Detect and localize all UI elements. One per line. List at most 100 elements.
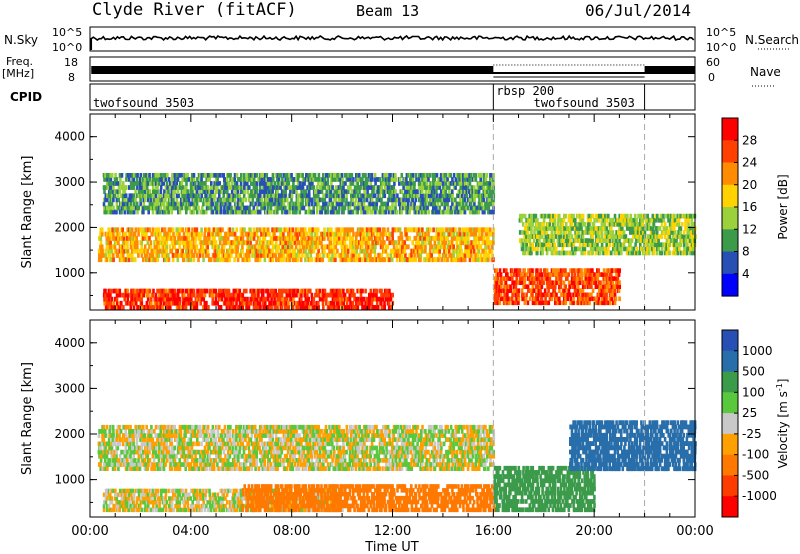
range-cell	[98, 252, 101, 258]
range-cell	[382, 296, 385, 302]
range-cell	[604, 288, 607, 293]
range-cell	[340, 201, 344, 207]
range-cell	[303, 181, 306, 186]
range-cell	[608, 276, 612, 281]
range-cell	[295, 201, 298, 207]
range-cell	[556, 238, 560, 243]
range-cell	[268, 300, 271, 306]
range-cell	[411, 177, 415, 182]
range-cell	[194, 235, 198, 241]
range-cell	[132, 177, 136, 182]
range-cell	[541, 230, 544, 235]
range-cell	[393, 197, 396, 203]
range-cell	[203, 197, 207, 203]
range-cell	[318, 235, 322, 241]
range-cell	[364, 193, 368, 199]
range-cell	[438, 248, 441, 254]
range-cell	[429, 181, 432, 186]
range-cell	[602, 238, 605, 243]
range-cell	[330, 181, 333, 186]
range-cell	[608, 238, 612, 243]
range-cell	[113, 177, 117, 182]
range-cell	[257, 209, 260, 215]
range-cell	[253, 244, 257, 250]
range-cell	[123, 257, 126, 263]
range-cell	[157, 244, 161, 250]
range-cell	[123, 197, 127, 203]
range-cell	[671, 238, 674, 243]
range-cell	[598, 292, 601, 298]
range-cell	[539, 213, 543, 219]
range-cell	[339, 300, 342, 306]
range-cell	[499, 292, 503, 298]
range-cell	[106, 181, 109, 186]
range-cell	[504, 276, 508, 281]
range-cell	[546, 292, 549, 298]
range-cell	[441, 244, 444, 250]
range-cell	[122, 235, 126, 241]
range-cell	[331, 205, 335, 211]
range-cell	[449, 227, 452, 233]
cpid-segment-label: rbsp 200	[496, 84, 554, 98]
range-cell	[567, 234, 571, 239]
range-cell	[266, 227, 270, 233]
range-cell	[473, 227, 476, 233]
range-cell	[593, 230, 596, 235]
range-cell	[616, 280, 620, 285]
range-cell	[390, 292, 393, 298]
range-cell	[342, 235, 346, 241]
range-cell	[117, 205, 120, 211]
range-cell	[556, 230, 560, 235]
range-cell	[136, 292, 139, 298]
range-cell	[359, 231, 363, 237]
range-cell	[599, 284, 602, 289]
range-cell	[366, 248, 369, 254]
range-cell	[580, 222, 583, 227]
range-cell	[375, 288, 379, 294]
range-cell	[624, 222, 627, 227]
range-cell	[380, 288, 383, 294]
range-cell	[325, 193, 328, 199]
range-cell	[295, 292, 298, 298]
range-cell	[646, 213, 649, 219]
range-cell	[522, 246, 525, 252]
range-cell	[339, 185, 342, 190]
range-cell	[298, 240, 301, 246]
range-cell	[644, 250, 648, 256]
range-cell	[284, 209, 287, 215]
range-cell	[390, 189, 393, 194]
range-cell	[189, 231, 192, 237]
range-cell	[251, 201, 254, 207]
range-cell	[381, 173, 385, 178]
range-cell	[202, 201, 205, 207]
range-cell	[326, 235, 330, 241]
range-cell	[274, 288, 277, 294]
range-cell	[639, 242, 642, 248]
range-cell	[402, 244, 405, 250]
range-cell	[405, 231, 408, 237]
range-cell	[159, 205, 162, 211]
range-cell	[685, 250, 689, 256]
range-cell	[101, 231, 104, 237]
range-cell	[395, 209, 399, 215]
range-cell	[402, 193, 406, 199]
range-cell	[207, 205, 210, 211]
range-cell	[189, 201, 193, 207]
range-cell	[527, 226, 530, 231]
range-cell	[118, 209, 122, 215]
range-cell	[196, 288, 199, 294]
range-cell	[178, 235, 181, 241]
range-cell	[391, 189, 395, 194]
range-cell	[232, 292, 235, 298]
range-cell	[243, 252, 246, 258]
range-cell	[190, 173, 194, 178]
range-cell	[140, 300, 144, 306]
range-cell	[356, 257, 360, 263]
range-cell	[317, 177, 320, 182]
range-cell	[411, 201, 415, 207]
range-cell	[366, 209, 369, 215]
range-cell	[115, 197, 119, 203]
range-cell	[605, 250, 609, 256]
range-cell	[564, 268, 567, 273]
range-cell	[244, 197, 247, 203]
